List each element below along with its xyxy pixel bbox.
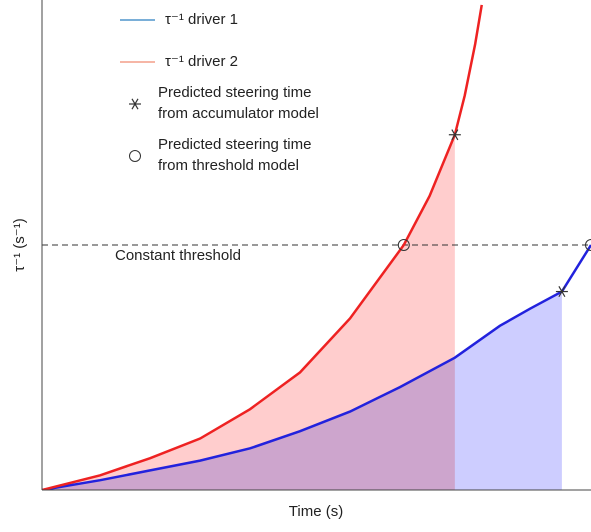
legend-label: from threshold model — [158, 157, 299, 174]
legend-label: Predicted steering time — [158, 136, 311, 153]
threshold-label: Constant threshold — [115, 247, 241, 264]
y-axis-label: τ⁻¹ (s⁻¹) — [11, 218, 28, 271]
legend-label: τ⁻¹ driver 1 — [165, 11, 238, 28]
legend-label: τ⁻¹ driver 2 — [165, 53, 238, 70]
shaded-area — [42, 135, 455, 490]
marker-asterisk — [129, 99, 141, 109]
x-axis-label: Time (s) — [289, 503, 343, 520]
legend-label: from accumulator model — [158, 105, 319, 122]
legend-label: Predicted steering time — [158, 84, 311, 101]
marker-circle — [130, 151, 141, 162]
